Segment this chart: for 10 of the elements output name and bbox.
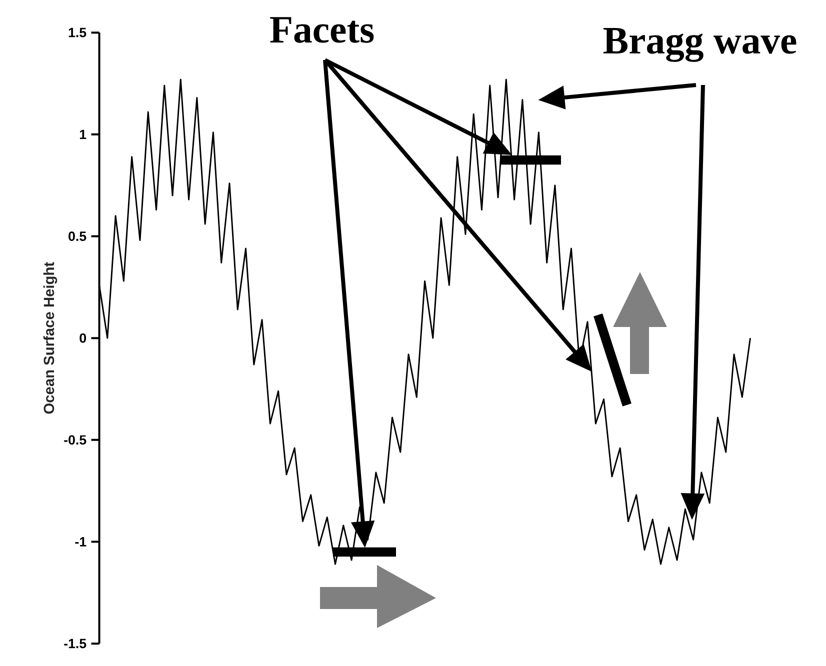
y-tick-label: 1.5 <box>68 28 86 38</box>
annotation: Bragg wave <box>603 28 796 62</box>
y-tick-label: 1 <box>80 130 86 140</box>
y-tick-label: -0.5 <box>64 435 86 445</box>
y-tick-label: 0 <box>80 333 86 343</box>
y-tick-label: -1.5 <box>64 638 86 648</box>
annotation: Facets <box>270 17 374 43</box>
y-axis-title: Ocean Surface Height <box>43 262 58 414</box>
y-tick-label: 0.5 <box>68 232 86 241</box>
y-tick-label: -1 <box>75 537 86 546</box>
